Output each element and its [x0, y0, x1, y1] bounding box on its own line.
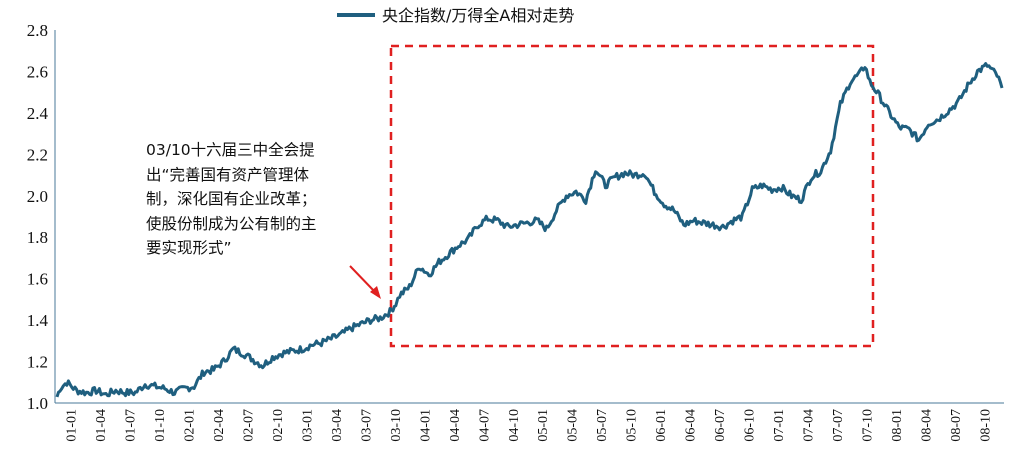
- x-tick-label: 02-07: [242, 409, 257, 442]
- annotation-line-2: 出“完善国有资产管理体: [146, 165, 310, 184]
- legend-label: 央企指数/万得全A相对走势: [382, 6, 574, 25]
- annotation-line-5: 要实现形式”: [146, 239, 232, 257]
- x-tick-label: 05-07: [595, 409, 610, 442]
- x-tick-label: 08-10: [978, 409, 993, 442]
- annotation-arrow: [349, 265, 381, 299]
- highlight-box: [389, 44, 875, 348]
- annotation-text: 03/10十六届三中全会提 出“完善国有资产管理体 制，深化国有企业改革； 使股…: [146, 138, 381, 261]
- x-tick-label: 02-10: [271, 409, 286, 442]
- x-tick-label: 06-01: [654, 409, 669, 442]
- x-tick-label: 07-10: [860, 409, 875, 442]
- y-tick-label: 1.4: [27, 311, 49, 330]
- x-tick-label: 01-10: [153, 409, 168, 442]
- x-tick-labels: 01-01 01-04 01-07 01-10 02-01 02-04 02-07 02-10…: [65, 409, 994, 442]
- x-tick-label: 03-10: [389, 409, 404, 442]
- x-tick-label: 03-04: [330, 409, 345, 442]
- x-tick-label: 05-01: [536, 409, 551, 442]
- x-tick-label: 07-04: [801, 409, 816, 442]
- y-tick-label: 2.0: [27, 187, 48, 206]
- x-tick-label: 01-04: [94, 409, 109, 442]
- x-tick-label: 05-10: [625, 409, 640, 442]
- y-tick-label: 1.0: [27, 394, 48, 413]
- y-tick-label: 2.8: [27, 21, 48, 40]
- annotation-line-4: 使股份制成为公有制的主: [146, 214, 317, 233]
- x-tick-label: 06-10: [743, 409, 758, 442]
- x-tick-label: 06-04: [684, 409, 699, 442]
- legend: 央企指数/万得全A相对走势: [337, 6, 574, 25]
- x-tick-label: 08-01: [890, 409, 905, 442]
- y-tick-label: 1.2: [27, 353, 48, 372]
- x-tick-label: 07-07: [831, 409, 846, 442]
- x-tick-label: 04-01: [418, 409, 433, 442]
- x-tick-label: 07-01: [772, 409, 787, 442]
- x-tick-label: 06-07: [713, 409, 728, 442]
- x-tick-label: 04-07: [477, 409, 492, 442]
- x-tick-label: 02-04: [212, 409, 227, 442]
- x-tick-label: 03-01: [300, 409, 315, 442]
- y-tick-label: 1.8: [27, 228, 48, 247]
- x-tick-label: 04-10: [507, 409, 522, 442]
- x-tick-label: 01-07: [124, 409, 139, 442]
- annotation-line-1: 03/10十六届三中全会提: [146, 141, 315, 159]
- x-tick-label: 05-04: [566, 409, 581, 442]
- x-tick-label: 08-04: [919, 409, 934, 442]
- y-tick-label: 2.2: [27, 145, 48, 164]
- annotation-line-3: 制，深化国有企业改革；: [146, 190, 317, 208]
- y-tick-label: 2.4: [27, 104, 49, 123]
- series-line-relative-trend: [55, 62, 1004, 398]
- y-tick-label: 1.6: [27, 270, 48, 289]
- y-tick-label: 2.6: [27, 62, 48, 81]
- x-tick-label: 02-01: [183, 409, 198, 442]
- x-tick-label: 04-04: [448, 409, 463, 442]
- x-tick-label: 08-07: [949, 409, 964, 442]
- y-tick-labels: 1.0 1.2 1.4 1.6 1.8 2.0 2.2 2.4 2.6 2.8: [27, 21, 49, 413]
- x-tick-label: 03-07: [359, 409, 374, 442]
- x-tick-label: 01-01: [65, 409, 80, 442]
